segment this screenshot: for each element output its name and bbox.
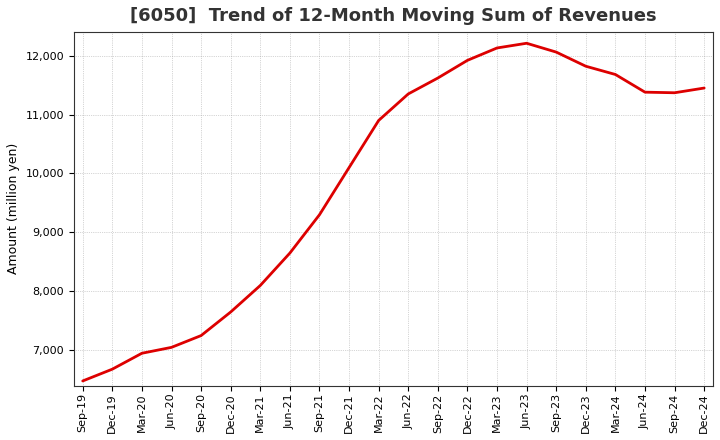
Title: [6050]  Trend of 12-Month Moving Sum of Revenues: [6050] Trend of 12-Month Moving Sum of R…	[130, 7, 657, 25]
Y-axis label: Amount (million yen): Amount (million yen)	[7, 143, 20, 275]
